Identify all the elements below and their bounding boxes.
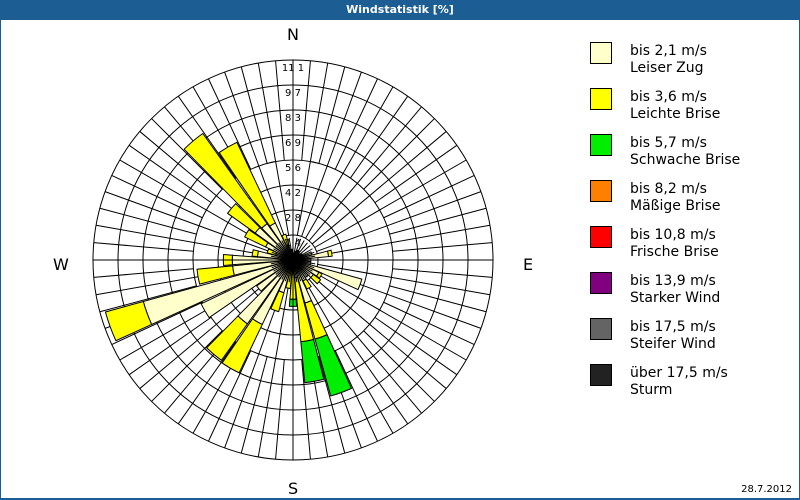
legend-range: bis 13,9 m/s [630, 273, 716, 289]
legend-name: Mäßige Brise [630, 198, 721, 214]
compass-north-label: N [287, 25, 299, 44]
legend-name: Steifer Wind [630, 336, 716, 352]
legend-swatch [590, 364, 612, 386]
legend-name: Starker Wind [630, 290, 721, 306]
window-title: Windstatistik [%] [0, 0, 800, 20]
legend-swatch [590, 88, 612, 110]
legend-label: bis 10,8 m/s Frische Brise [630, 227, 719, 261]
legend-range: bis 17,5 m/s [630, 319, 716, 335]
compass-west-label: W [53, 255, 69, 274]
legend-range: über 17,5 m/s [630, 365, 728, 381]
legend-swatch [590, 272, 612, 294]
legend-swatch [590, 180, 612, 202]
compass-south-label: S [288, 479, 299, 498]
legend-name: Leichte Brise [630, 106, 721, 122]
legend-range: bis 10,8 m/s [630, 227, 716, 243]
legend-swatch [590, 226, 612, 248]
legend-swatch [590, 42, 612, 64]
legend-label: bis 13,9 m/s Starker Wind [630, 273, 720, 307]
legend-name: Leiser Zug [630, 60, 704, 76]
legend-name: Schwache Brise [630, 152, 741, 168]
legend-swatch [590, 134, 612, 156]
legend-name: Frische Brise [630, 244, 719, 260]
legend-label: bis 2,1 m/s Leiser Zug [630, 43, 707, 77]
wind-rose-chart: 1 42 84 25 66 98 39 711 1 [92, 59, 494, 461]
legend-swatch [590, 318, 612, 340]
legend-label: bis 3,6 m/s Leichte Brise [630, 89, 720, 123]
legend-label: bis 8,2 m/s Mäßige Brise [630, 181, 720, 215]
legend-label: bis 17,5 m/s Steifer Wind [630, 319, 716, 353]
date-stamp: 28.7.2012 [741, 484, 792, 495]
legend-label: bis 5,7 m/s Schwache Brise [630, 135, 740, 169]
legend-range: bis 5,7 m/s [630, 135, 707, 151]
legend-range: bis 2,1 m/s [630, 43, 707, 59]
legend-range: bis 8,2 m/s [630, 181, 707, 197]
legend-label: über 17,5 m/s Sturm [630, 365, 728, 399]
legend-range: bis 3,6 m/s [630, 89, 707, 105]
legend-name: Sturm [630, 382, 673, 398]
compass-east-label: E [523, 255, 534, 274]
